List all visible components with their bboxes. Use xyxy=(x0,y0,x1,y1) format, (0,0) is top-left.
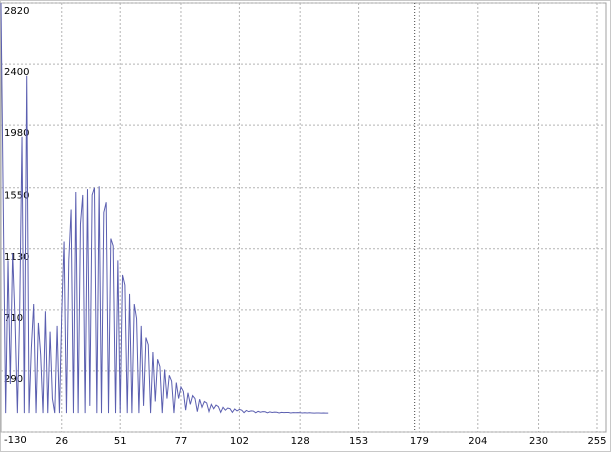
x-tick-label: 255 xyxy=(587,436,606,447)
x-tick-label: 153 xyxy=(349,436,368,447)
x-tick-label: 179 xyxy=(410,436,429,447)
y-tick-label: 1550 xyxy=(4,191,29,202)
y-tick-label: -130 xyxy=(4,435,27,446)
x-tick-label: 26 xyxy=(55,436,68,447)
y-tick-label: 290 xyxy=(4,374,23,385)
x-tick-label: 51 xyxy=(114,436,127,447)
y-tick-label: 2820 xyxy=(4,6,29,17)
y-tick-label: 710 xyxy=(4,313,23,324)
data-line xyxy=(0,2,329,414)
x-tick-label: 102 xyxy=(230,436,249,447)
x-tick-label: 230 xyxy=(529,436,548,447)
y-tick-label: 1130 xyxy=(4,252,29,263)
plot-area xyxy=(0,2,607,433)
x-tick-label: 204 xyxy=(468,436,487,447)
x-tick-label: 77 xyxy=(175,436,188,447)
y-tick-label: 2400 xyxy=(4,67,29,78)
x-tick-label: 128 xyxy=(291,436,310,447)
y-tick-label: 1980 xyxy=(4,128,29,139)
